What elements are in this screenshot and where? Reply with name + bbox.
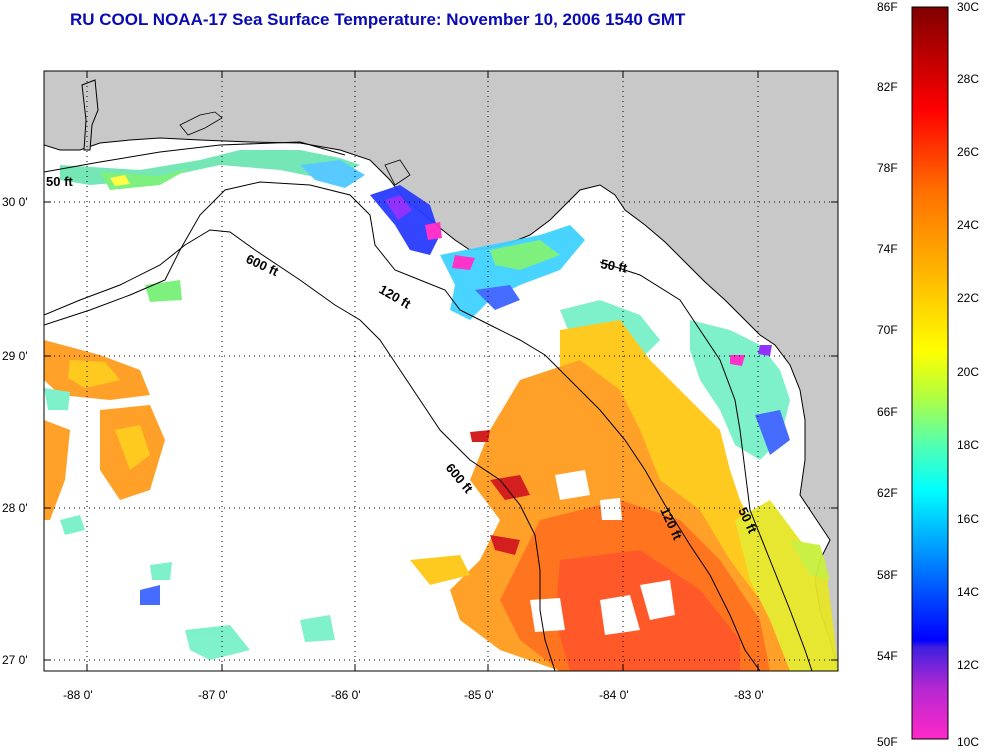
lat-label: 30 0' — [2, 195, 28, 209]
contour-600ft — [44, 229, 556, 671]
grid — [44, 71, 838, 671]
colorbar-c-label: 10C — [957, 735, 980, 749]
land-detail — [81, 79, 99, 151]
lon-label: -85 0' — [464, 688, 494, 702]
contour-label: 50 ft — [599, 256, 629, 276]
lon-label: -86 0' — [331, 688, 361, 702]
colorbar-c-label: 14C — [957, 585, 980, 599]
contour-label: 50 ft — [46, 174, 73, 189]
lon-label: -87 0' — [198, 688, 228, 702]
colorbar — [911, 6, 949, 740]
colorbar-f-label: 62F — [877, 486, 898, 500]
colorbar-c-label: 18C — [957, 438, 980, 452]
colorbar-c-label: 12C — [957, 658, 980, 672]
map-frame — [43, 70, 839, 672]
colorbar-f-label: 78F — [877, 161, 898, 175]
colorbar-c-label: 22C — [957, 291, 980, 305]
contour-120ft — [44, 181, 761, 671]
map-area — [44, 71, 838, 671]
colorbar-c-label: 24C — [957, 218, 980, 232]
lon-label: -88 0' — [63, 688, 93, 702]
colorbar-c-label: 26C — [957, 145, 980, 159]
lat-label: 27 0' — [2, 653, 28, 667]
colorbar-f-label: 74F — [877, 242, 898, 256]
contour-50ft-west — [44, 141, 346, 173]
lon-label: -83 0' — [734, 688, 764, 702]
lat-label: 28 0' — [2, 501, 28, 515]
lon-label: -84 0' — [599, 688, 629, 702]
contour-50ft-east — [599, 261, 813, 671]
colorbar-c-label: 20C — [957, 365, 980, 379]
map-title: RU COOL NOAA-17 Sea Surface Temperature:… — [70, 10, 686, 29]
colorbar-c-label: 28C — [957, 72, 980, 86]
colorbar-f-label: 58F — [877, 568, 898, 582]
colorbar-f-label: 70F — [877, 323, 898, 337]
colorbar-f-label: 50F — [877, 735, 898, 749]
lat-label: 29 0' — [2, 349, 28, 363]
colorbar-f-label: 86F — [877, 0, 898, 14]
colorbar-f-label: 82F — [877, 80, 898, 94]
colorbar-c-label: 30C — [957, 0, 980, 14]
colorbar-c-label: 16C — [957, 512, 980, 526]
colorbar-f-label: 54F — [877, 649, 898, 663]
colorbar-f-label: 66F — [877, 405, 898, 419]
